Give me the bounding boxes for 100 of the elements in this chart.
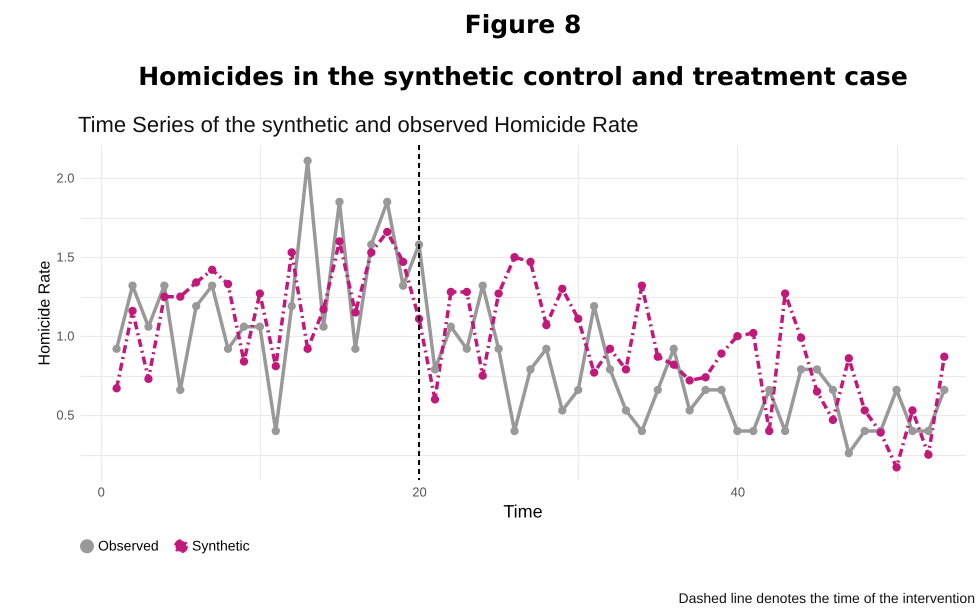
y-tick-label: 2.0 [56, 170, 74, 186]
point [717, 349, 726, 358]
point [574, 314, 582, 323]
point [654, 386, 662, 394]
point [733, 332, 742, 340]
point [128, 306, 137, 316]
point [765, 426, 774, 436]
point [192, 278, 200, 287]
point [383, 228, 392, 236]
point [398, 281, 408, 290]
point [796, 365, 806, 374]
x-tick-label: 0 [98, 484, 105, 500]
point [383, 198, 392, 206]
point [446, 322, 456, 331]
point [590, 302, 598, 310]
point [224, 344, 232, 354]
point [319, 322, 328, 331]
point [256, 289, 264, 298]
point [335, 198, 344, 206]
point [288, 302, 296, 310]
point [494, 289, 503, 298]
point [574, 386, 582, 394]
point [526, 365, 535, 374]
point [128, 281, 137, 290]
point [367, 240, 376, 249]
point [351, 308, 360, 317]
point [860, 426, 869, 436]
point [844, 448, 853, 458]
point [812, 387, 822, 396]
point [335, 237, 344, 246]
point [717, 386, 726, 394]
point [176, 386, 184, 394]
point [112, 344, 121, 354]
y-tick-label: 1.5 [56, 250, 74, 265]
point [398, 258, 408, 266]
point [670, 360, 678, 369]
point [701, 373, 710, 382]
point [765, 386, 774, 394]
point [654, 352, 662, 361]
point [606, 344, 614, 354]
point [685, 376, 694, 385]
point [622, 406, 630, 415]
point [256, 322, 264, 331]
point [208, 266, 216, 274]
point [303, 156, 312, 165]
legend-label: Observed [98, 537, 159, 554]
x-axis-title: Time [503, 502, 543, 522]
y-tick-label: 0.5 [56, 408, 74, 423]
point [622, 365, 630, 374]
point [462, 344, 471, 354]
point [844, 354, 853, 362]
point [749, 426, 758, 436]
point [558, 406, 566, 415]
point [828, 386, 838, 394]
y-axis-title: Homicide Rate [36, 260, 54, 366]
point [812, 365, 822, 374]
point [638, 281, 646, 290]
point [892, 463, 901, 472]
text: Dashed line denotes the time of the intervention [678, 590, 975, 606]
point [367, 248, 376, 257]
point [144, 374, 153, 384]
point [430, 365, 440, 374]
point [733, 426, 742, 436]
point [430, 395, 440, 404]
point [288, 248, 296, 257]
point [160, 292, 169, 301]
point [446, 288, 456, 296]
point [208, 281, 216, 290]
point [924, 450, 933, 459]
point [176, 292, 184, 301]
text: Time Series of the synthetic and observed Homicide Rate [78, 112, 638, 138]
point [796, 334, 806, 342]
point [908, 406, 917, 415]
chart-subtitle: Homicides in the synthetic control and treatment case [137, 62, 909, 91]
legend-label: Synthetic [192, 537, 250, 554]
point [590, 368, 598, 377]
point [478, 281, 487, 290]
point [272, 362, 280, 370]
point [606, 365, 614, 374]
point [272, 426, 280, 436]
point [303, 344, 312, 354]
point [240, 357, 248, 366]
point [542, 320, 551, 330]
point [240, 322, 248, 331]
point [701, 386, 710, 394]
point [860, 406, 869, 415]
point [780, 289, 790, 298]
point [510, 253, 519, 262]
point [940, 386, 948, 394]
point [940, 352, 948, 361]
chart-title: Figure 8 [464, 10, 582, 39]
point [526, 258, 535, 266]
point [908, 426, 917, 436]
point [780, 426, 790, 436]
point [144, 322, 153, 331]
point [685, 406, 694, 415]
point [160, 281, 169, 290]
x-tick-label: 40 [730, 484, 746, 500]
point [319, 305, 328, 314]
point [558, 284, 566, 293]
